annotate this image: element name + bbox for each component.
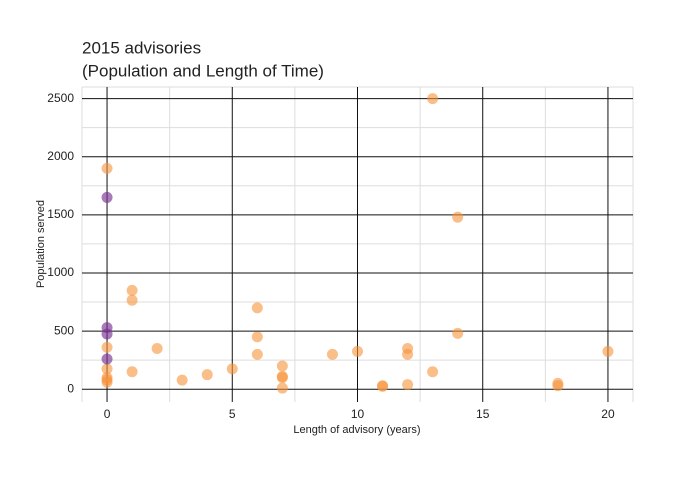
point	[402, 348, 414, 360]
x-tick-label: 5	[229, 407, 236, 421]
x-tick-label: 10	[351, 407, 365, 421]
point	[101, 191, 113, 203]
point	[151, 343, 163, 355]
point	[352, 345, 363, 357]
point	[427, 366, 439, 378]
point	[176, 374, 188, 386]
point	[126, 294, 138, 306]
x-axis-title: Length of advisory (years)	[293, 424, 420, 436]
y-tick-label: 2500	[47, 91, 74, 105]
point	[276, 360, 288, 372]
y-tick-label: 1500	[47, 207, 74, 221]
point	[402, 379, 414, 391]
point	[552, 380, 564, 392]
point	[602, 345, 614, 357]
point	[251, 348, 263, 360]
point	[276, 372, 288, 384]
point	[201, 369, 213, 381]
point	[251, 302, 263, 314]
x-tick-label: 15	[476, 407, 490, 421]
x-tick-label: 20	[601, 407, 615, 421]
y-axis-title: Population served	[35, 200, 47, 288]
point	[452, 211, 464, 223]
x-tick-label: 0	[104, 407, 111, 421]
y-tick-label: 0	[67, 381, 74, 395]
point	[326, 348, 338, 360]
point	[276, 382, 288, 394]
y-tick-label: 2000	[47, 149, 74, 163]
point	[101, 363, 113, 375]
point	[101, 376, 113, 388]
y-tick-label: 1000	[47, 265, 74, 279]
point	[377, 380, 389, 392]
point	[126, 284, 138, 296]
point	[427, 93, 439, 105]
point	[101, 328, 113, 340]
point	[251, 331, 263, 343]
point	[101, 341, 113, 353]
point	[226, 363, 238, 375]
point	[452, 327, 464, 339]
point	[101, 162, 113, 174]
chart-title: 2015 advisories	[82, 38, 201, 57]
chart-subtitle: (Population and Length of Time)	[82, 61, 324, 80]
point	[101, 353, 113, 365]
point	[126, 366, 138, 378]
y-tick-label: 500	[54, 323, 74, 337]
